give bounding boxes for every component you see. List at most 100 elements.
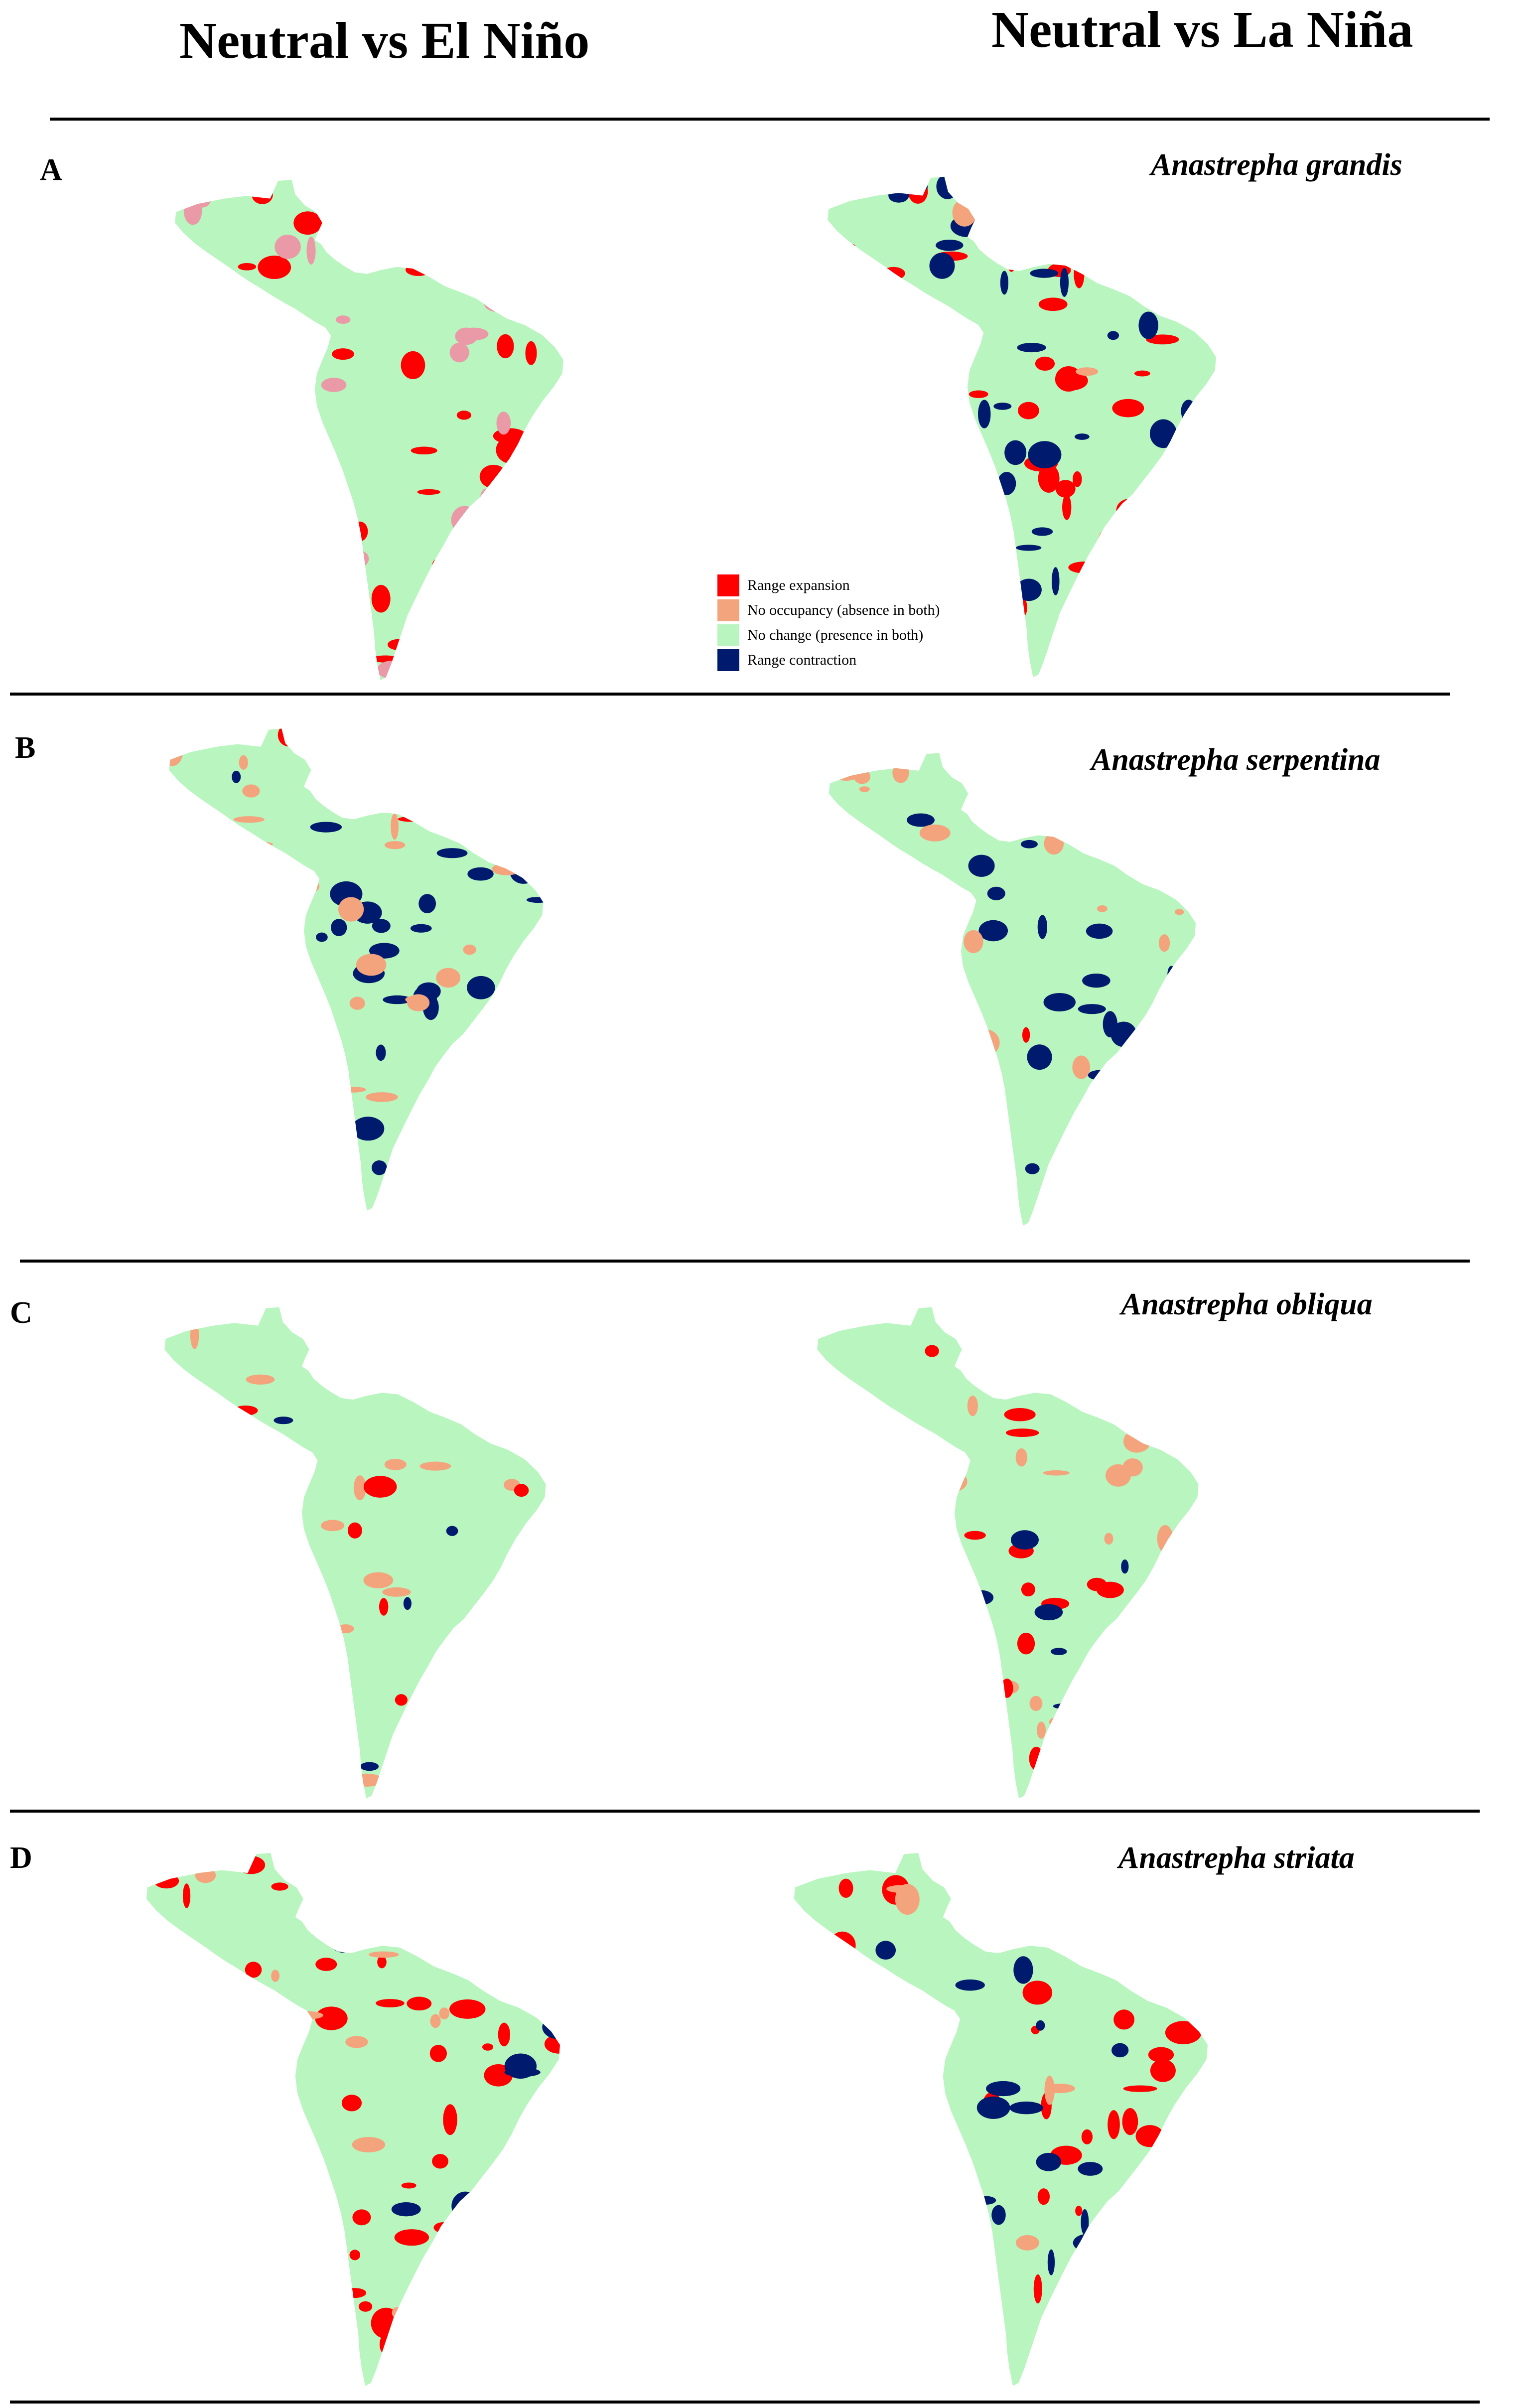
patch-1 bbox=[320, 1092, 336, 1118]
patch-1 bbox=[473, 1153, 491, 1170]
patch-2 bbox=[1034, 1604, 1063, 1621]
patch-2 bbox=[504, 2068, 541, 2077]
patch-1 bbox=[233, 816, 265, 823]
patch-0 bbox=[1107, 1736, 1127, 1752]
patch-1 bbox=[175, 294, 198, 302]
patch-0 bbox=[1128, 1053, 1146, 1063]
patch-0 bbox=[833, 2089, 850, 2121]
patch-1 bbox=[1000, 1678, 1013, 1698]
patch-1 bbox=[1181, 400, 1196, 423]
patch-0 bbox=[371, 1160, 387, 1175]
patch-2 bbox=[366, 774, 383, 787]
patch-0 bbox=[829, 2257, 840, 2271]
patch-1 bbox=[275, 235, 301, 259]
patch-0 bbox=[882, 267, 905, 280]
patch-1 bbox=[271, 1970, 279, 1982]
patch-0 bbox=[470, 592, 496, 605]
patch-0 bbox=[1183, 1907, 1208, 1931]
patch-0 bbox=[1113, 2009, 1135, 2030]
patch-0 bbox=[1165, 2021, 1202, 2044]
patch-0 bbox=[242, 556, 265, 570]
patch-1 bbox=[302, 1633, 329, 1660]
patch-0 bbox=[896, 929, 919, 942]
patch-1 bbox=[846, 2274, 867, 2298]
patch-1 bbox=[956, 891, 964, 917]
patch-1 bbox=[237, 1141, 262, 1150]
patch-1 bbox=[513, 1964, 546, 1981]
patch-0 bbox=[1128, 639, 1147, 647]
patch-0 bbox=[828, 242, 855, 249]
patch-1 bbox=[220, 2048, 256, 2066]
patch-0 bbox=[146, 2331, 166, 2338]
patch-0 bbox=[1075, 2206, 1083, 2216]
patch-1 bbox=[1107, 331, 1119, 340]
patch-1 bbox=[1017, 343, 1046, 353]
patch-2 bbox=[952, 199, 977, 227]
patch-1 bbox=[880, 500, 913, 510]
patch-1 bbox=[1028, 441, 1062, 469]
patch-0 bbox=[278, 398, 311, 408]
patch-1 bbox=[235, 2158, 260, 2178]
patch-0 bbox=[1062, 494, 1072, 520]
patch-0 bbox=[228, 468, 248, 497]
patch-2 bbox=[177, 2066, 198, 2083]
patch-2 bbox=[1004, 1897, 1039, 1914]
patch-0 bbox=[387, 639, 410, 650]
legend-item-no-change: No change (presence in both) bbox=[717, 623, 940, 648]
patch-0 bbox=[406, 264, 431, 276]
patch-0 bbox=[232, 550, 255, 561]
patch-1 bbox=[917, 918, 941, 936]
patch-2 bbox=[903, 1132, 936, 1141]
patch-1 bbox=[885, 2269, 921, 2279]
patch-2 bbox=[219, 1780, 230, 1799]
patch-0 bbox=[177, 309, 186, 324]
patch-1 bbox=[1139, 2241, 1171, 2254]
panel-letter-c: C bbox=[10, 1296, 32, 1330]
patch-0 bbox=[1006, 245, 1017, 272]
patch-0 bbox=[254, 2276, 266, 2290]
legend-swatch-contraction bbox=[717, 649, 739, 671]
patch-0 bbox=[1086, 923, 1113, 939]
patch-1 bbox=[353, 646, 371, 667]
patch-1 bbox=[1180, 220, 1193, 228]
patch-0 bbox=[959, 1145, 983, 1152]
patch-1 bbox=[212, 297, 230, 317]
patch-2 bbox=[542, 2015, 560, 2039]
patch-1 bbox=[1016, 578, 1042, 601]
patch-2 bbox=[474, 1955, 508, 1971]
patch-0 bbox=[1015, 1448, 1027, 1467]
patch-1 bbox=[887, 1117, 894, 1130]
patch-0 bbox=[824, 2035, 835, 2054]
patch-0 bbox=[327, 207, 343, 229]
patch-0 bbox=[1102, 806, 1130, 830]
patch-0 bbox=[277, 1453, 305, 1480]
patch-1 bbox=[931, 1158, 952, 1179]
patch-0 bbox=[1096, 753, 1119, 765]
patch-0 bbox=[192, 2174, 208, 2181]
patch-1 bbox=[1172, 1744, 1179, 1751]
patch-0 bbox=[293, 211, 322, 235]
patch-0 bbox=[844, 1706, 867, 1733]
patch-2 bbox=[169, 804, 184, 819]
patch-2 bbox=[1053, 1703, 1074, 1709]
patch-1 bbox=[221, 1425, 241, 1452]
patch-0 bbox=[372, 919, 391, 933]
patch-1 bbox=[504, 470, 521, 482]
patch-0 bbox=[961, 1856, 970, 1882]
patch-0 bbox=[382, 1587, 411, 1597]
patch-1 bbox=[1201, 296, 1213, 314]
patch-1 bbox=[526, 301, 537, 307]
patch-1 bbox=[197, 1142, 206, 1163]
patch-0 bbox=[1141, 1967, 1154, 1991]
patch-0 bbox=[382, 2360, 396, 2383]
patch-0 bbox=[1151, 509, 1182, 526]
patch-2 bbox=[910, 2184, 935, 2206]
patch-0 bbox=[246, 1374, 275, 1385]
patch-1 bbox=[425, 619, 451, 647]
patch-0 bbox=[239, 396, 257, 414]
patch-1 bbox=[286, 1137, 318, 1149]
patch-0 bbox=[914, 1094, 935, 1119]
patch-1 bbox=[377, 256, 386, 262]
patch-1 bbox=[476, 249, 500, 273]
right-column-title: Neutral vs La Niña bbox=[991, 1, 1413, 58]
